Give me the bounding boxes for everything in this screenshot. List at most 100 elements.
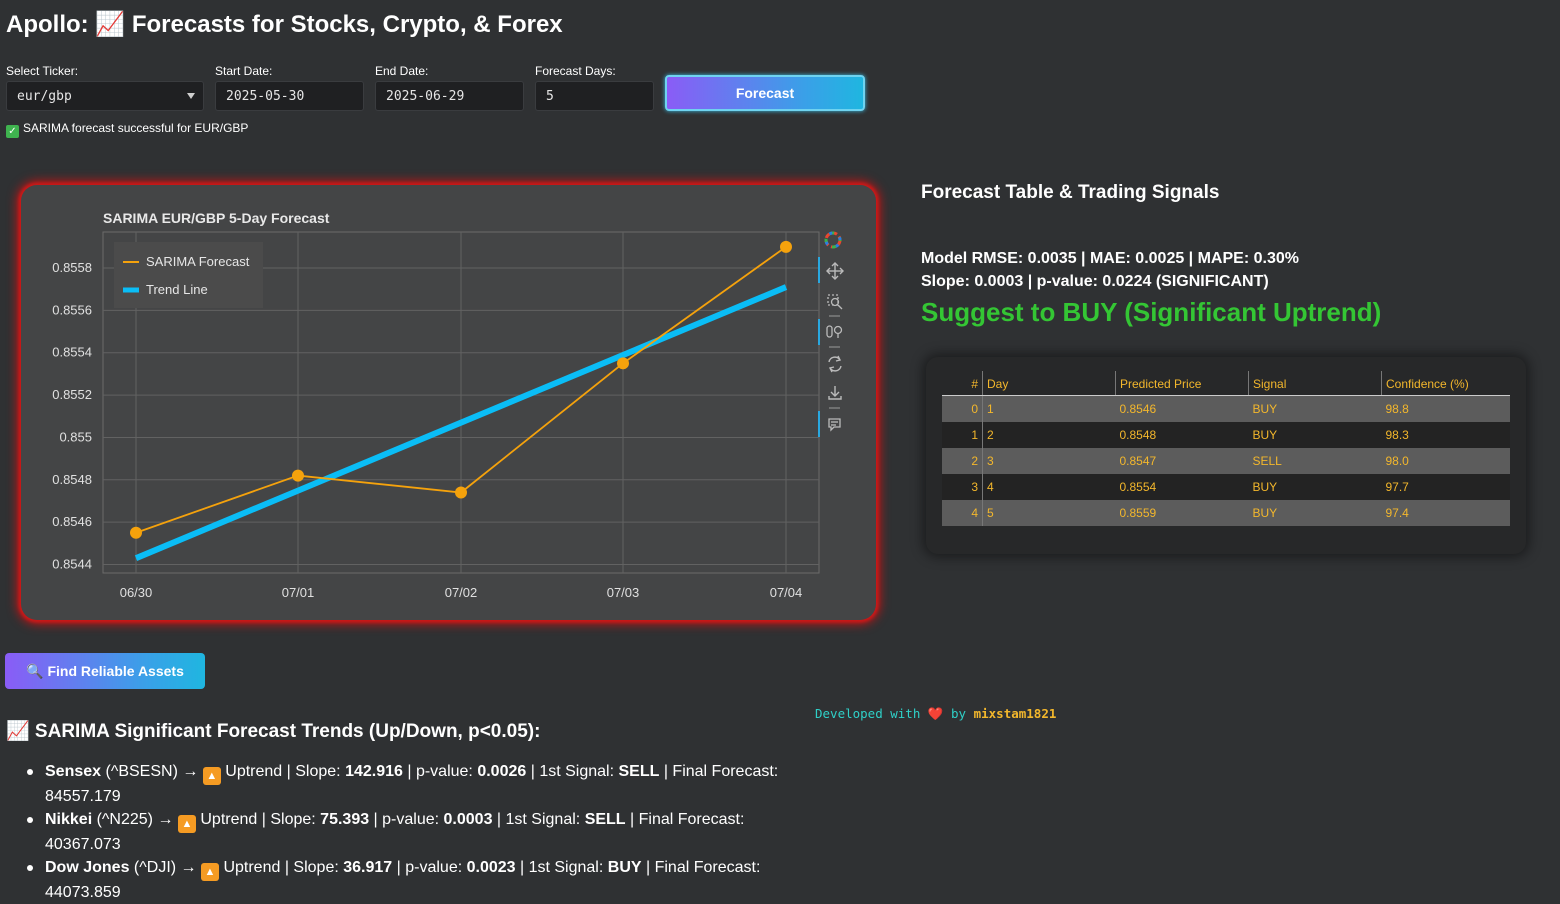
- cell-signal: SELL: [1248, 448, 1382, 474]
- cell-day: 1: [982, 395, 1116, 422]
- final-label: Final Forecast:: [654, 859, 761, 876]
- forecast-button-label: Forecast: [735, 85, 795, 101]
- asset-symbol: (^DJI): [133, 859, 177, 876]
- active-tool-indicator: [818, 411, 820, 437]
- forecast-button[interactable]: Forecast: [665, 75, 865, 111]
- ticker-label: Select Ticker:: [6, 64, 79, 78]
- forecast-point[interactable]: [780, 240, 792, 253]
- cell-index: 3: [942, 474, 983, 500]
- forecast-point[interactable]: [130, 526, 142, 539]
- chart-title: SARIMA EUR/GBP 5-Day Forecast: [103, 210, 330, 226]
- arrow: →: [182, 763, 199, 780]
- forecast-days-label: Forecast Days:: [535, 64, 616, 78]
- reset-icon[interactable]: [828, 355, 842, 373]
- legend-label-forecast[interactable]: SARIMA Forecast: [146, 254, 250, 269]
- wheel-zoom-icon[interactable]: [826, 325, 843, 338]
- pan-icon[interactable]: [826, 262, 844, 280]
- slope-value: 36.917: [343, 859, 393, 876]
- signal-label: 1st Signal:: [505, 811, 581, 828]
- asset-name: Sensex: [45, 763, 102, 780]
- asset-name: Dow Jones: [45, 859, 130, 876]
- asset-name: Nikkei: [45, 811, 93, 828]
- trend-line: [134, 284, 788, 561]
- x-tick-label: 06/30: [120, 585, 153, 600]
- table-row: 1 2 0.8548 BUY 98.3: [942, 422, 1510, 448]
- final-label: Final Forecast:: [672, 763, 779, 780]
- forecast-days-input[interactable]: 5: [535, 81, 654, 111]
- legend[interactable]: SARIMA Forecast Trend Line: [114, 242, 263, 308]
- chevron-down-icon: [187, 93, 195, 99]
- list-item: Nikkei (^N225) → ▲ Uptrend | Slope: 75.3…: [27, 808, 805, 856]
- cell-price: 0.8546: [1115, 395, 1249, 422]
- hover-icon[interactable]: [828, 418, 841, 432]
- heart-icon: ❤️: [927, 706, 944, 721]
- x-tick-label: 07/03: [607, 585, 640, 600]
- arrow: →: [157, 811, 174, 828]
- legend-label-trend[interactable]: Trend Line: [146, 282, 208, 297]
- series-layer: [130, 240, 792, 561]
- y-tick-label: 0.8552: [52, 387, 92, 402]
- p-value: 0.0026: [477, 763, 527, 780]
- y-tick-label: 0.8544: [52, 557, 92, 572]
- column-header-signal[interactable]: Signal: [1248, 371, 1382, 396]
- y-tick-label: 0.855: [59, 429, 92, 444]
- box-zoom-icon[interactable]: [827, 294, 843, 310]
- signal-label: 1st Signal:: [539, 763, 615, 780]
- x-axis-ticks: 06/30 07/01 07/02 07/03 07/04: [120, 585, 803, 600]
- column-header-predicted-price[interactable]: Predicted Price: [1115, 371, 1249, 396]
- save-icon[interactable]: [828, 386, 842, 400]
- arrow: →: [180, 859, 197, 876]
- cell-day: 5: [982, 500, 1116, 526]
- list-item: Dow Jones (^DJI) → ▲ Uptrend | Slope: 36…: [27, 856, 805, 904]
- forecast-point[interactable]: [292, 469, 304, 482]
- y-tick-label: 0.8556: [52, 302, 92, 317]
- slope-label: Slope:: [270, 811, 316, 828]
- cell-signal: BUY: [1248, 500, 1382, 526]
- find-button-label: 🔍 Find Reliable Assets: [26, 662, 184, 679]
- p-label: p-value:: [382, 811, 440, 828]
- cell-index: 1: [942, 422, 983, 448]
- find-reliable-assets-button[interactable]: 🔍 Find Reliable Assets: [5, 653, 205, 689]
- cell-index: 4: [942, 500, 983, 526]
- cell-price: 0.8554: [1115, 474, 1249, 500]
- final-value: 84557.179: [45, 788, 121, 805]
- list-item: Sensex (^BSESN) → ▲ Uptrend | Slope: 142…: [27, 760, 805, 808]
- end-date-input[interactable]: 2025-06-29: [375, 81, 524, 111]
- p-label: p-value:: [415, 763, 473, 780]
- forecast-point[interactable]: [617, 357, 629, 370]
- ticker-value: eur/gbp: [17, 89, 72, 104]
- p-value: 0.0003: [443, 811, 493, 828]
- bokeh-logo-icon[interactable]: [824, 231, 842, 249]
- up-arrow-icon: ▲: [177, 815, 196, 833]
- end-date-value: 2025-06-29: [386, 89, 465, 104]
- table-header-row: # Day Predicted Price Signal Confidence …: [942, 371, 1510, 396]
- trend-label: Uptrend: [223, 859, 281, 876]
- y-tick-label: 0.8554: [52, 345, 92, 360]
- active-tool-indicator: [818, 319, 820, 345]
- column-header-day[interactable]: Day: [982, 371, 1116, 396]
- y-axis-ticks: 0.8544 0.8546 0.8548 0.855 0.8552 0.8554 0.855…: [52, 260, 92, 572]
- slope-metrics: Slope: 0.0003 | p-value: 0.0224 (SIGNIFI…: [921, 273, 1269, 290]
- signal-label: 1st Signal:: [528, 859, 604, 876]
- cell-confidence: 98.0: [1381, 448, 1510, 474]
- cell-price: 0.8548: [1115, 422, 1249, 448]
- column-header-index[interactable]: #: [942, 371, 983, 396]
- developer-credit: Developed with ❤️ by mixstam1821: [815, 706, 1056, 722]
- forecast-chart[interactable]: SARIMA EUR/GBP 5-Day Forecast 0.8544 0.85…: [0, 0, 880, 640]
- cell-price: 0.8559: [1115, 500, 1249, 526]
- forecast-table-card: # Day Predicted Price Signal Confidence …: [926, 357, 1526, 554]
- final-value: 40367.073: [45, 836, 121, 853]
- credit-author[interactable]: mixstam1821: [973, 706, 1057, 721]
- table-row: 3 4 0.8554 BUY 97.7: [942, 474, 1510, 500]
- slope-label: Slope:: [293, 859, 339, 876]
- start-date-label: Start Date:: [215, 64, 273, 78]
- chart-toolbar: [818, 231, 844, 437]
- cell-day: 2: [982, 422, 1116, 448]
- slope-value: 142.916: [345, 763, 403, 780]
- cell-day: 3: [982, 448, 1116, 474]
- forecast-point[interactable]: [455, 486, 467, 499]
- start-date-input[interactable]: 2025-05-30: [215, 81, 364, 111]
- column-header-confidence[interactable]: Confidence (%): [1381, 371, 1510, 396]
- ticker-select[interactable]: eur/gbp: [6, 81, 204, 111]
- x-tick-label: 07/02: [445, 585, 478, 600]
